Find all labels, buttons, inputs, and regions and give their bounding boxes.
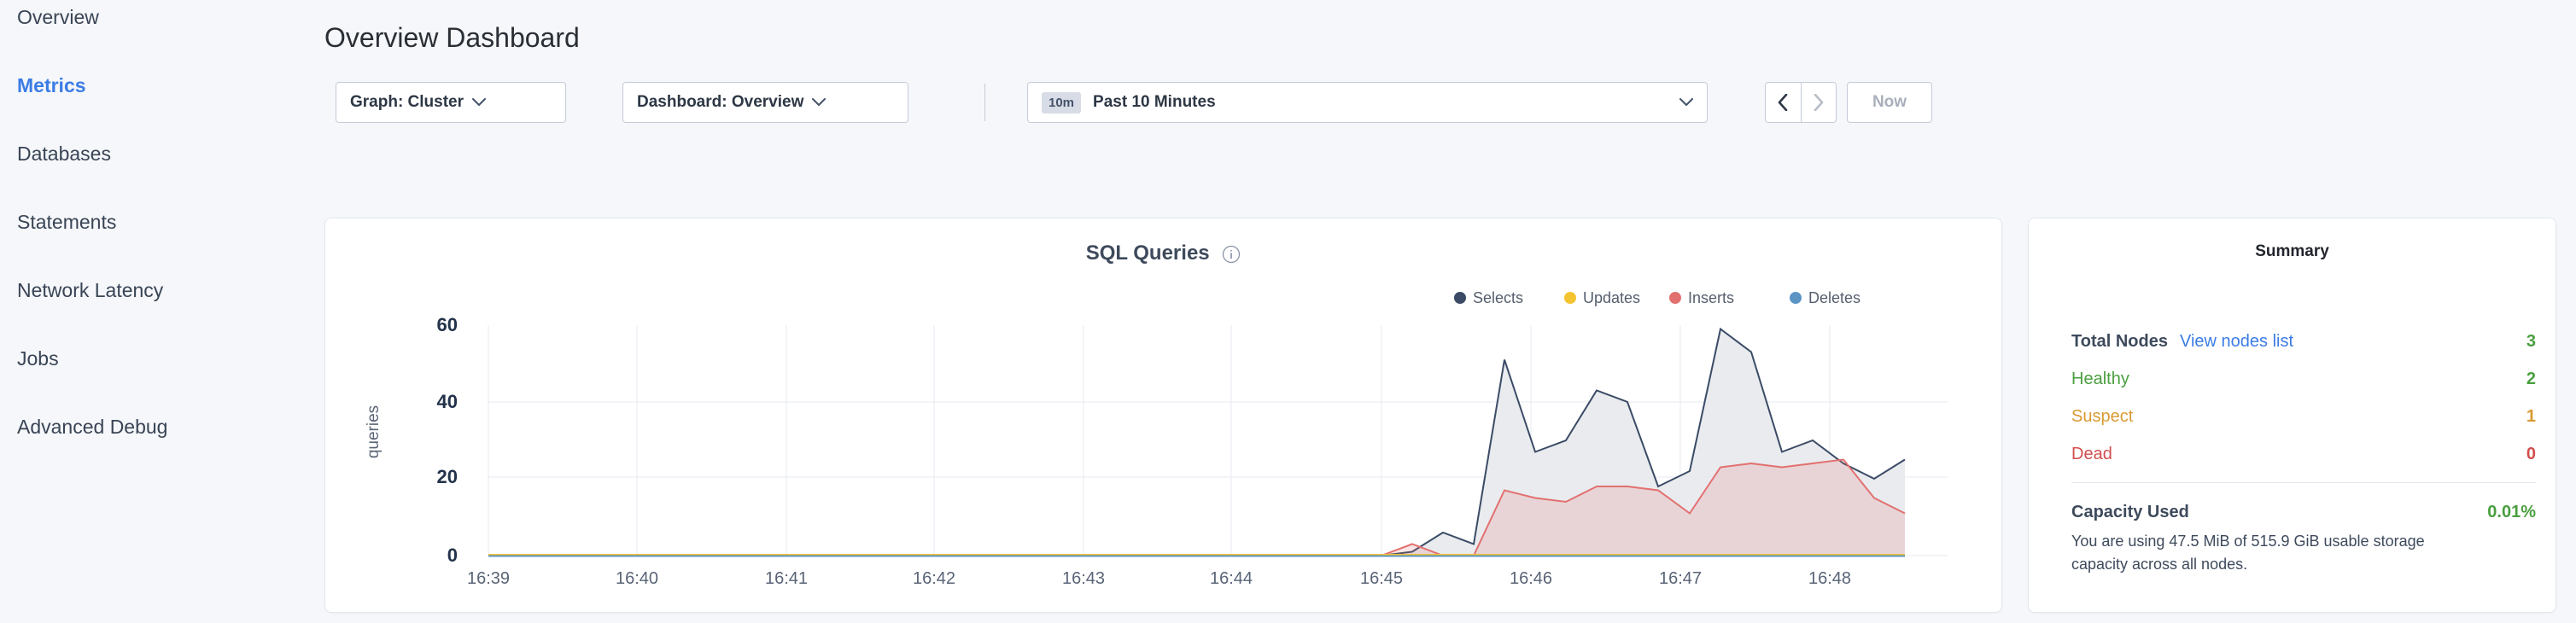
svg-text:16:48: 16:48 xyxy=(1808,569,1851,588)
svg-text:16:47: 16:47 xyxy=(1659,569,1702,588)
svg-text:16:46: 16:46 xyxy=(1510,569,1552,588)
svg-text:60: 60 xyxy=(437,314,458,335)
svg-text:0: 0 xyxy=(447,544,458,566)
svg-text:16:42: 16:42 xyxy=(913,569,955,588)
svg-text:16:40: 16:40 xyxy=(616,569,658,588)
svg-text:20: 20 xyxy=(437,466,458,487)
svg-text:16:39: 16:39 xyxy=(467,569,510,588)
svg-text:16:44: 16:44 xyxy=(1210,569,1253,588)
svg-text:16:43: 16:43 xyxy=(1062,569,1105,588)
svg-text:40: 40 xyxy=(437,391,458,412)
svg-text:16:45: 16:45 xyxy=(1360,569,1403,588)
svg-text:queries: queries xyxy=(365,405,383,458)
svg-text:16:41: 16:41 xyxy=(765,569,808,588)
